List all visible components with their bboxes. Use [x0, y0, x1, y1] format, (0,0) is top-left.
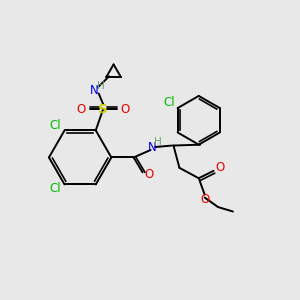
Text: S: S: [98, 103, 108, 116]
Text: O: O: [121, 103, 130, 116]
Text: H: H: [97, 81, 105, 91]
Text: N: N: [90, 84, 99, 97]
Text: O: O: [145, 168, 154, 181]
Text: N: N: [148, 140, 157, 154]
Text: O: O: [215, 161, 224, 174]
Text: Cl: Cl: [163, 96, 175, 109]
Text: H: H: [154, 137, 161, 147]
Text: Cl: Cl: [49, 182, 61, 195]
Text: O: O: [76, 103, 86, 116]
Text: O: O: [200, 194, 209, 206]
Text: Cl: Cl: [49, 119, 61, 132]
